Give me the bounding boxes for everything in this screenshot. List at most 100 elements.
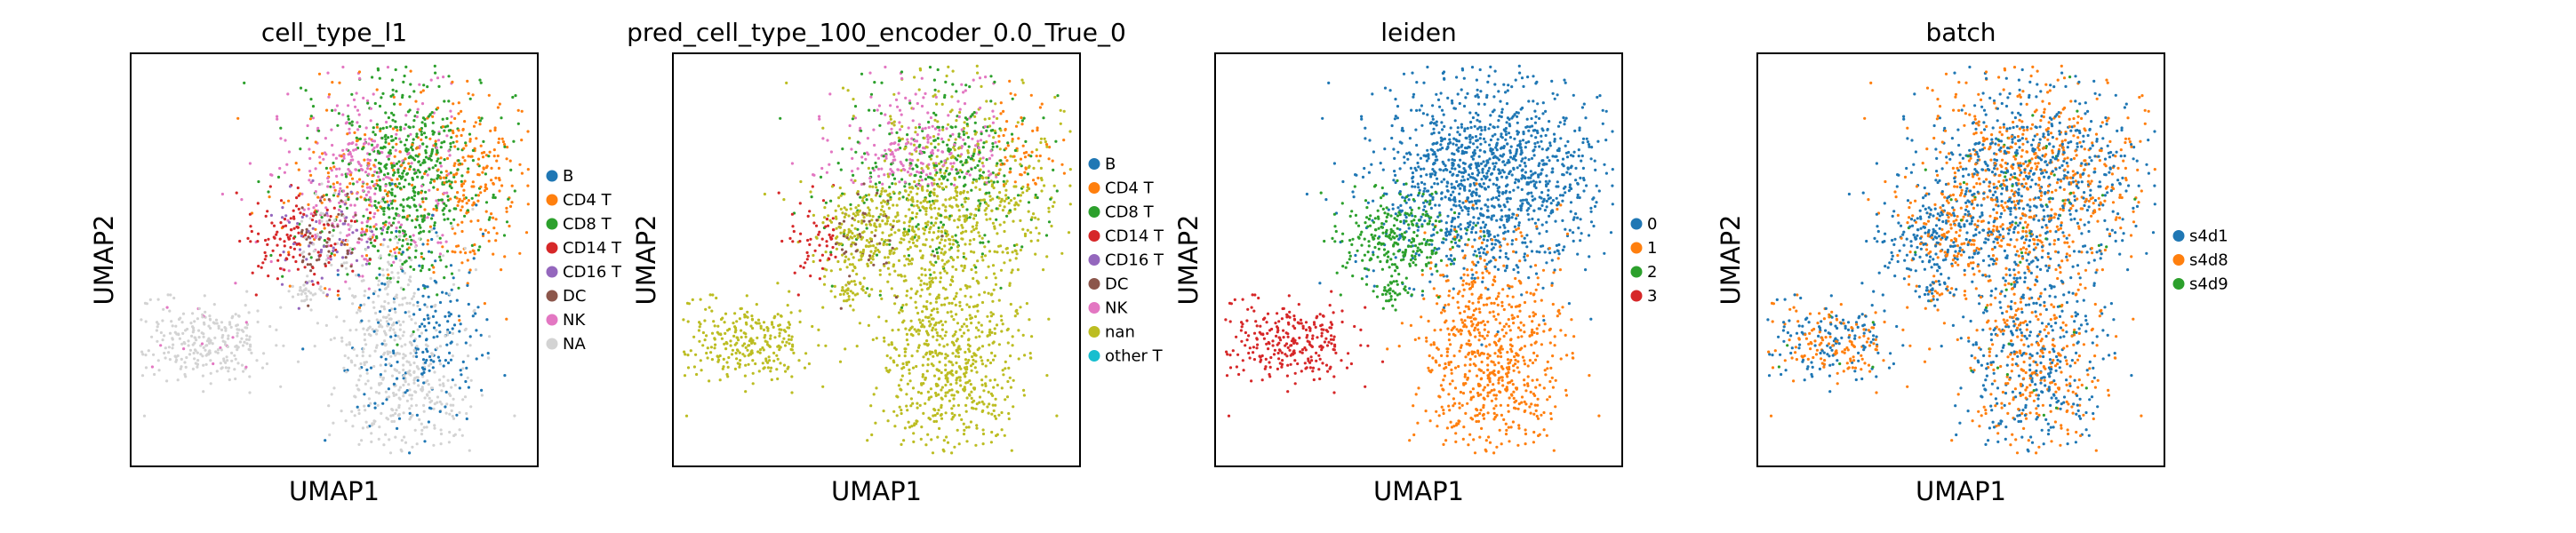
scatter-point — [476, 163, 480, 166]
scatter-point — [411, 445, 414, 449]
scatter-point — [868, 214, 872, 218]
scatter-point — [398, 174, 402, 178]
scatter-point — [340, 159, 344, 163]
scatter-point — [371, 148, 374, 152]
scatter-point — [706, 356, 709, 360]
scatter-point — [828, 163, 831, 166]
scatter-point — [383, 282, 387, 286]
scatter-point — [1052, 168, 1055, 171]
scatter-point — [373, 183, 377, 187]
scatter-point — [388, 309, 392, 313]
scatter-point — [888, 249, 892, 252]
scatter-point — [934, 391, 938, 395]
scatter-point — [208, 314, 212, 318]
legend-marker — [546, 338, 558, 350]
scatter-point — [386, 66, 390, 69]
scatter-point — [412, 349, 416, 353]
scatter-point — [398, 323, 403, 327]
scatter-point — [286, 92, 290, 96]
scatter-point — [998, 147, 1002, 151]
scatter-point — [821, 306, 825, 309]
scatter-point — [928, 276, 932, 280]
scatter-point — [371, 179, 374, 184]
scatter-point — [278, 237, 282, 241]
scatter-point — [949, 278, 953, 282]
scatter-point — [923, 136, 926, 140]
scatter-point — [372, 233, 375, 236]
scatter-point — [290, 228, 293, 232]
scatter-point — [826, 139, 829, 142]
scatter-point — [404, 311, 407, 314]
scatter-point — [718, 378, 722, 382]
scatter-point — [316, 251, 320, 254]
scatter-point — [908, 158, 912, 162]
scatter-point — [768, 345, 772, 348]
scatter-point — [370, 432, 373, 435]
scatter-point — [907, 193, 910, 197]
scatter-point — [282, 344, 285, 347]
scatter-point — [420, 386, 424, 389]
scatter-point — [323, 239, 326, 243]
scatter-point — [464, 141, 468, 145]
scatter-point — [404, 441, 408, 444]
scatter-point — [375, 235, 379, 238]
scatter-point — [950, 95, 954, 99]
scatter-point — [227, 366, 231, 370]
scatter-point — [349, 203, 353, 207]
scatter-point — [991, 121, 995, 124]
scatter-point — [856, 140, 860, 144]
scatter-point — [365, 371, 369, 375]
scatter-point — [473, 252, 476, 256]
scatter-point — [317, 72, 322, 76]
scatter-point — [422, 161, 426, 164]
scatter-point — [457, 268, 461, 272]
scatter-point — [1035, 155, 1038, 158]
scatter-point — [977, 209, 980, 212]
scatter-point — [476, 172, 480, 177]
scatter-point — [487, 155, 491, 158]
scatter-point — [1004, 197, 1008, 201]
scatter-point — [455, 134, 459, 138]
scatter-point — [247, 311, 251, 314]
scatter-point — [453, 383, 457, 387]
scatter-point — [911, 167, 915, 171]
scatter-point — [421, 89, 425, 92]
scatter-point — [309, 180, 313, 185]
scatter-point — [933, 173, 938, 177]
scatter-point — [773, 314, 777, 318]
scatter-point — [513, 414, 516, 418]
scatter-point — [958, 169, 963, 172]
scatter-point — [386, 324, 389, 328]
scatter-point — [415, 132, 419, 136]
scatter-point — [375, 318, 379, 322]
scatter-point — [184, 329, 188, 332]
scatter-point — [412, 189, 415, 193]
scatter-point — [964, 283, 967, 287]
scatter-point — [908, 186, 912, 189]
scatter-point — [732, 334, 736, 338]
scatter-point — [370, 143, 374, 147]
scatter-point — [917, 125, 921, 129]
scatter-point — [150, 335, 154, 338]
scatter-point — [735, 341, 739, 345]
scatter-point — [379, 373, 382, 377]
scatter-point — [985, 218, 988, 221]
scatter-point — [910, 203, 914, 207]
scatter-point — [455, 196, 459, 200]
scatter-point — [435, 209, 438, 212]
scatter-point — [434, 309, 437, 313]
scatter-point — [363, 361, 366, 364]
scatter-point — [299, 147, 302, 151]
scatter-point — [955, 267, 958, 271]
scatter-point — [276, 115, 279, 118]
scatter-point — [428, 167, 431, 171]
scatter-point — [932, 78, 936, 82]
scatter-point — [140, 318, 143, 322]
scatter-point — [408, 451, 412, 455]
scatter-point — [408, 411, 412, 415]
scatter-point — [344, 199, 348, 203]
scatter-point — [899, 128, 902, 131]
scatter-point — [402, 320, 405, 323]
scatter-point — [368, 158, 372, 163]
scatter-point — [987, 265, 990, 268]
